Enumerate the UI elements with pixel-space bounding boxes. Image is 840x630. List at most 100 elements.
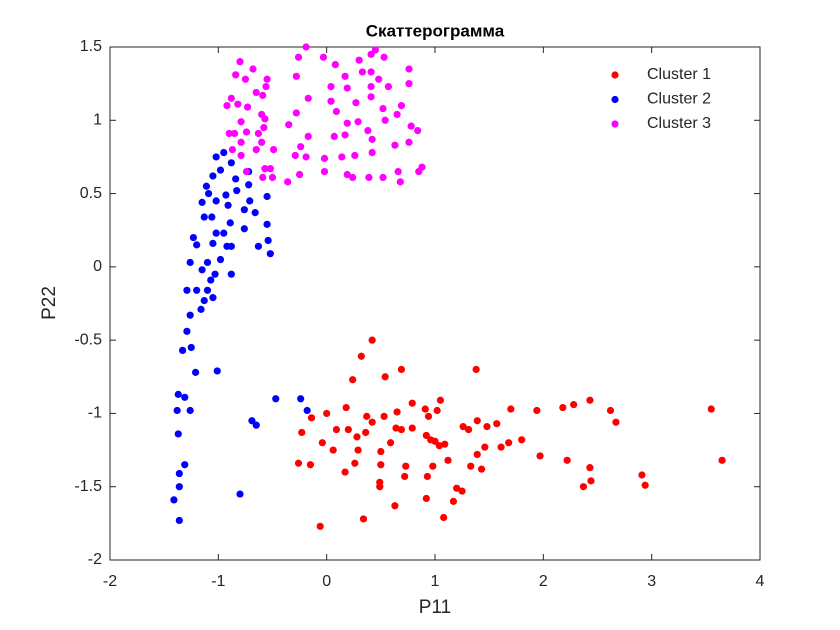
x-tick-label: 1 bbox=[431, 573, 440, 590]
point bbox=[559, 403, 567, 412]
point bbox=[358, 68, 367, 76]
point bbox=[332, 107, 341, 116]
point bbox=[606, 406, 615, 415]
point bbox=[367, 82, 375, 91]
point bbox=[254, 129, 263, 138]
point bbox=[248, 417, 256, 425]
point bbox=[173, 406, 181, 415]
point bbox=[297, 143, 305, 151]
point bbox=[203, 286, 212, 294]
legend-marker bbox=[611, 95, 619, 104]
point bbox=[497, 443, 505, 451]
point bbox=[252, 421, 260, 429]
point bbox=[587, 477, 595, 485]
point bbox=[216, 255, 225, 264]
point bbox=[181, 461, 189, 469]
point bbox=[212, 153, 220, 161]
y-tick-label: 0.5 bbox=[80, 185, 102, 202]
point bbox=[319, 53, 328, 61]
point bbox=[263, 75, 271, 83]
point bbox=[175, 469, 183, 478]
point bbox=[245, 181, 253, 189]
point bbox=[200, 213, 208, 221]
point bbox=[224, 201, 232, 209]
point bbox=[208, 213, 216, 221]
point bbox=[367, 68, 375, 76]
point bbox=[343, 84, 351, 92]
point bbox=[453, 484, 461, 492]
point bbox=[204, 189, 213, 198]
point bbox=[401, 472, 409, 481]
y-tick-label: -1 bbox=[88, 405, 102, 422]
y-tick-label: 1.5 bbox=[80, 38, 102, 55]
x-tick-label: 3 bbox=[647, 573, 656, 590]
point bbox=[343, 119, 351, 127]
x-tick-label: -1 bbox=[211, 573, 225, 590]
point bbox=[365, 173, 373, 182]
point bbox=[246, 197, 254, 205]
point bbox=[367, 50, 375, 58]
point bbox=[237, 151, 245, 160]
point bbox=[243, 103, 252, 111]
point bbox=[264, 236, 272, 245]
point bbox=[330, 132, 338, 141]
point bbox=[175, 516, 183, 525]
point bbox=[294, 53, 303, 61]
point bbox=[323, 409, 331, 418]
point bbox=[444, 456, 452, 464]
point bbox=[351, 151, 359, 160]
point bbox=[302, 43, 310, 51]
point bbox=[295, 170, 304, 179]
point bbox=[422, 431, 430, 440]
point bbox=[252, 146, 260, 154]
x-tick-label: 4 bbox=[756, 573, 765, 590]
point bbox=[232, 175, 240, 183]
point bbox=[402, 462, 410, 470]
point bbox=[198, 198, 206, 206]
point bbox=[216, 166, 225, 174]
point bbox=[292, 109, 300, 117]
point bbox=[533, 406, 541, 415]
point bbox=[209, 239, 217, 248]
point bbox=[174, 430, 182, 438]
point bbox=[707, 405, 715, 413]
point bbox=[262, 82, 270, 91]
point bbox=[449, 497, 458, 505]
point bbox=[367, 93, 375, 101]
point bbox=[408, 399, 416, 407]
point bbox=[285, 121, 293, 129]
point bbox=[183, 327, 191, 335]
point bbox=[418, 163, 426, 171]
point bbox=[241, 75, 250, 83]
point bbox=[186, 406, 194, 415]
point bbox=[433, 406, 441, 415]
point bbox=[344, 425, 352, 434]
point bbox=[212, 197, 220, 205]
point bbox=[441, 440, 449, 448]
point bbox=[467, 462, 475, 470]
point bbox=[332, 425, 341, 434]
point bbox=[380, 412, 388, 420]
point bbox=[266, 250, 274, 258]
point bbox=[222, 191, 230, 199]
point bbox=[269, 146, 278, 154]
point bbox=[284, 178, 292, 186]
point bbox=[203, 258, 212, 267]
point bbox=[341, 468, 349, 476]
x-tick-label: 2 bbox=[539, 573, 548, 590]
point bbox=[266, 165, 274, 173]
point bbox=[518, 436, 526, 444]
point bbox=[408, 424, 416, 432]
point bbox=[351, 459, 359, 467]
y-axis-label: P22 bbox=[39, 286, 60, 320]
point bbox=[354, 118, 362, 126]
point bbox=[225, 129, 233, 138]
point bbox=[579, 483, 588, 491]
point bbox=[260, 124, 268, 132]
point bbox=[363, 412, 371, 420]
point bbox=[355, 56, 363, 64]
point bbox=[258, 138, 266, 146]
point bbox=[268, 173, 277, 182]
y-tick-label: -2 bbox=[88, 551, 102, 568]
point bbox=[170, 496, 178, 504]
